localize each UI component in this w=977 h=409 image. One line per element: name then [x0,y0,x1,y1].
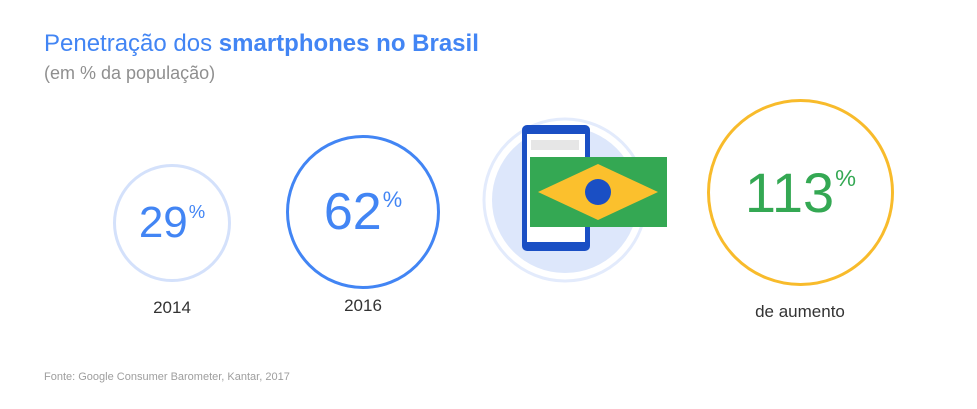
value-2016: 62% [289,186,437,238]
chart-title-bold: smartphones no Brasil [218,30,479,57]
circle-increase: 113% [707,99,894,286]
value-2014-percent: % [188,201,206,223]
value-2016-number: 62 [323,183,382,241]
label-2016: 2016 [344,296,382,315]
circle-2014: 29% [113,164,231,282]
phone-flag-illustration [482,117,667,283]
source-note: Fonte: Google Consumer Barometer, Kantar… [44,371,290,383]
chart-title-prefix: Penetração dos [44,30,219,57]
value-increase: 113% [710,164,891,221]
chart-title: Penetração dos smartphones no Brasil [44,30,479,58]
label-2014: 2014 [153,298,191,317]
value-2014-number: 29 [138,198,188,247]
chart-subtitle: (em % da população) [44,63,216,83]
circle-2016: 62% [286,135,440,289]
value-increase-percent: % [835,165,857,192]
value-2016-percent: % [382,186,403,212]
value-2014: 29% [116,201,228,245]
label-increase: de aumento [755,302,845,321]
brazil-flag-icon [530,157,667,227]
value-increase-number: 113 [744,160,835,224]
